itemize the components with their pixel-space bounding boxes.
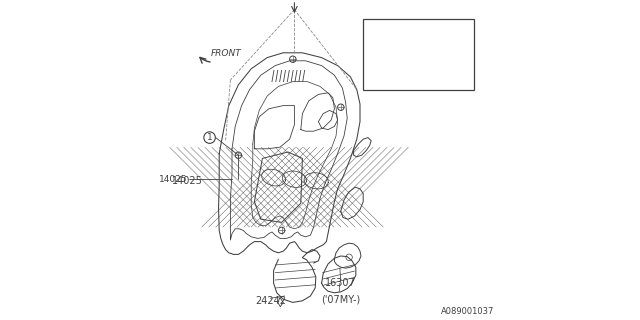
Text: 1: 1 — [207, 133, 212, 142]
Text: FRONT: FRONT — [211, 49, 241, 58]
Text: W140063('09MY0902-): W140063('09MY0902-) — [381, 67, 476, 76]
Text: ('07MY-): ('07MY-) — [321, 294, 360, 304]
Circle shape — [204, 132, 215, 143]
Text: 1: 1 — [368, 50, 374, 59]
Text: 24242: 24242 — [255, 296, 286, 307]
Text: W130051(-'09MY0902): W130051(-'09MY0902) — [381, 33, 476, 42]
Text: 14025: 14025 — [172, 176, 203, 186]
Bar — [364, 19, 474, 90]
Text: A089001037: A089001037 — [440, 308, 494, 316]
Text: 16307: 16307 — [325, 278, 356, 288]
Circle shape — [365, 49, 376, 60]
Text: 14025: 14025 — [159, 175, 188, 184]
